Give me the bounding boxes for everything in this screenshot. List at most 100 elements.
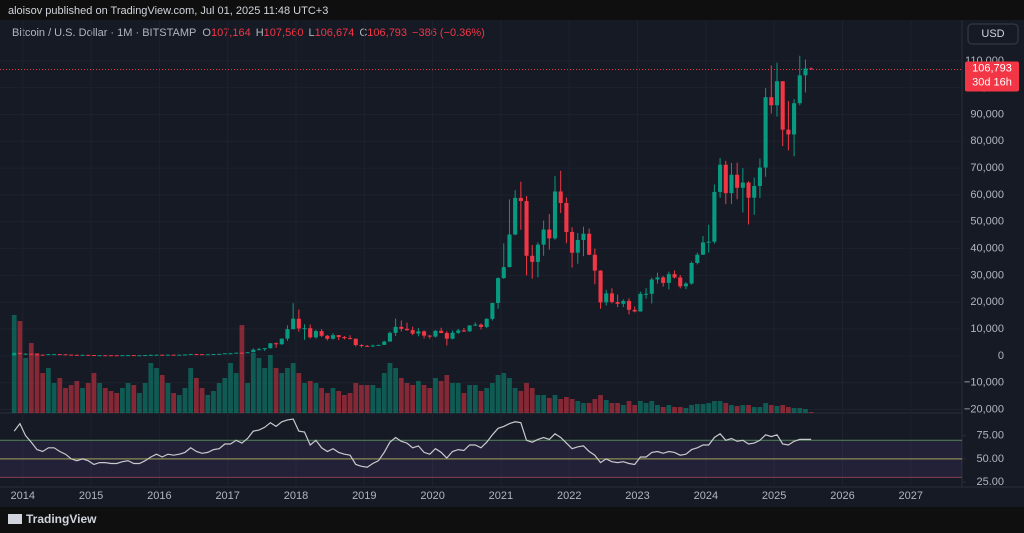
- volume-bar: [34, 353, 40, 413]
- volume-bar: [330, 388, 336, 413]
- volume-bar: [17, 321, 23, 413]
- volume-bar: [273, 368, 279, 413]
- candle-body: [57, 354, 62, 356]
- volume-bar: [620, 405, 626, 413]
- volume-bar: [359, 385, 364, 413]
- volume-bar: [586, 403, 592, 413]
- volume-bar: [159, 375, 165, 413]
- currency[interactable]: USD: [981, 28, 1004, 40]
- volume-bar: [558, 399, 564, 413]
- candle-body: [46, 354, 51, 356]
- candle-body: [245, 352, 250, 354]
- volume-bar: [205, 395, 211, 413]
- volume-bar: [683, 408, 689, 413]
- volume-bar: [700, 404, 706, 413]
- volume-bar: [239, 325, 245, 413]
- candle-body: [251, 349, 256, 353]
- candle-body: [422, 331, 427, 336]
- volume-bar: [142, 383, 148, 413]
- volume-bar: [148, 363, 154, 413]
- candle-body: [52, 354, 57, 356]
- volume-bar: [524, 383, 529, 413]
- candle-body: [530, 255, 535, 262]
- brand: TradingView: [8, 512, 97, 526]
- candle-body: [439, 330, 444, 333]
- candle-body: [723, 164, 728, 194]
- volume-bar: [541, 395, 547, 413]
- volume-bar: [717, 401, 723, 413]
- candle-body: [712, 191, 717, 242]
- candle-body: [433, 330, 438, 337]
- brand-name: TradingView: [26, 512, 97, 526]
- candle-body: [769, 97, 774, 106]
- candle-body: [501, 267, 506, 279]
- volume-bar: [319, 388, 325, 413]
- candle-body: [325, 335, 330, 339]
- volume-bar: [615, 403, 621, 413]
- candle-body: [228, 353, 233, 355]
- x-tick-label: 2018: [284, 490, 308, 502]
- volume-bar: [250, 353, 256, 413]
- candle-body: [29, 353, 34, 355]
- candle-body: [256, 349, 262, 351]
- legend-key: O: [202, 27, 211, 39]
- rsi-tick-label: 50.00: [976, 453, 1004, 465]
- volume-bar: [256, 358, 262, 413]
- y-tick-label: 30,000: [970, 269, 1004, 281]
- volume-bar: [68, 385, 74, 413]
- candle-body: [644, 293, 649, 295]
- volume-bar: [199, 388, 205, 413]
- volume-bar: [563, 397, 569, 413]
- volume-bar: [74, 381, 80, 413]
- currency-button[interactable]: [967, 23, 1019, 45]
- volume-bar: [393, 368, 399, 413]
- candle-body: [336, 335, 341, 338]
- volume-bar: [529, 388, 535, 413]
- candle-body: [234, 352, 239, 354]
- volume-bar: [450, 383, 455, 413]
- y-tick-label: 80,000: [970, 135, 1004, 147]
- volume-bar: [672, 407, 677, 413]
- candle-body: [615, 302, 620, 304]
- volume-bar: [125, 383, 131, 413]
- candle-body: [108, 355, 114, 357]
- volume-bar: [791, 408, 797, 413]
- candle-body: [217, 353, 222, 355]
- volume-bar: [233, 373, 239, 413]
- volume-bar: [171, 393, 177, 413]
- volume-bar: [228, 363, 233, 413]
- candle-body: [575, 240, 580, 253]
- x-tick-label: 2027: [899, 490, 923, 502]
- volume-bar: [501, 373, 507, 413]
- candle-body: [450, 332, 455, 339]
- candle-body: [564, 202, 569, 232]
- candle-body: [114, 355, 119, 357]
- x-tick-label: 2023: [625, 490, 649, 502]
- candle-body: [661, 277, 666, 283]
- candle-body: [757, 167, 762, 187]
- rsi-tick-label: 75.00: [976, 430, 1004, 442]
- volume-bar: [285, 368, 290, 413]
- legend-key: L: [308, 27, 314, 39]
- x-tick-label: 2022: [557, 490, 581, 502]
- price-label-box: [965, 61, 1019, 92]
- volume-bar: [63, 388, 68, 413]
- candle-body: [621, 300, 626, 304]
- volume-bar: [11, 315, 17, 413]
- volume-bar: [182, 388, 188, 413]
- volume-bar: [581, 403, 586, 413]
- candle-body: [222, 353, 227, 355]
- candle-body: [177, 354, 182, 356]
- candle-body: [97, 355, 102, 357]
- candle-body: [148, 354, 153, 356]
- volume-bar: [421, 385, 427, 413]
- volume-bar: [85, 383, 91, 413]
- candle-body: [809, 68, 814, 70]
- candle-body: [382, 341, 387, 345]
- volume-bar: [364, 385, 370, 413]
- candle-body: [792, 103, 797, 135]
- volume-bar: [603, 400, 609, 413]
- candle-body: [69, 354, 74, 356]
- candle-body: [91, 355, 96, 357]
